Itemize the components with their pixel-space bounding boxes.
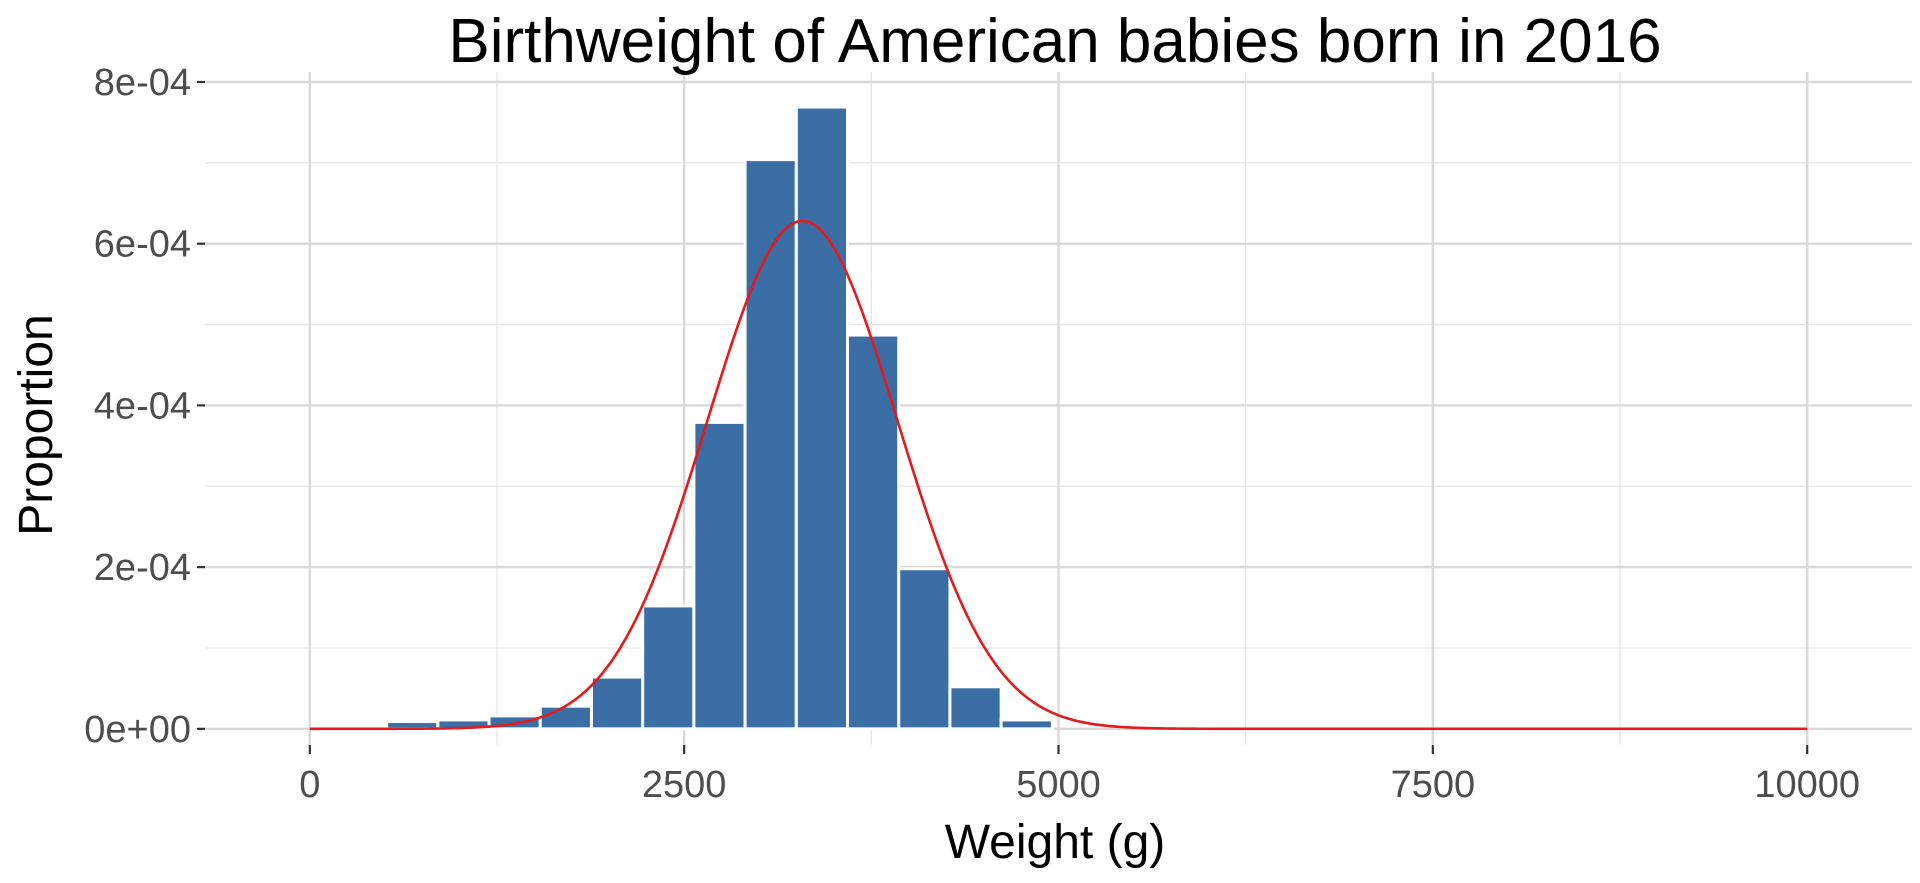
y-tick-label: 2e-04 <box>94 547 191 589</box>
histogram-bar <box>999 718 1054 731</box>
tick-layer: 0e+00 2e-04 4e-04 6e-04 8e-04 0 2500 5000 7500 10… <box>84 62 1860 806</box>
x-tick-label: 10000 <box>1754 764 1860 806</box>
histogram-bar <box>743 158 798 731</box>
x-tick-label: 0 <box>299 764 320 806</box>
bar-layer <box>333 105 1054 731</box>
y-tick-label: 4e-04 <box>94 385 191 427</box>
y-tick-label: 8e-04 <box>94 62 191 104</box>
histogram-bar <box>897 567 952 731</box>
y-tick-label: 6e-04 <box>94 224 191 266</box>
grid-layer <box>205 72 1912 745</box>
y-axis-title: Proportion <box>10 314 63 535</box>
histogram-bar <box>589 675 645 731</box>
x-tick-label: 7500 <box>1391 764 1476 806</box>
x-tick-label: 5000 <box>1016 764 1101 806</box>
histogram-bar <box>846 333 901 731</box>
chart-title: Birthweight of American babies born in 2… <box>448 7 1661 76</box>
histogram-bar <box>948 685 1003 731</box>
histogram-bar <box>794 105 850 731</box>
curve-layer <box>309 219 1808 731</box>
histogram-bar <box>641 604 696 731</box>
x-tick-label: 2500 <box>642 764 727 806</box>
histogram-bar <box>692 420 747 731</box>
normal-density-curve <box>309 219 1808 731</box>
histogram-bar <box>538 704 593 731</box>
x-axis-title: Weight (g) <box>945 816 1166 869</box>
y-tick-label: 0e+00 <box>84 709 191 751</box>
